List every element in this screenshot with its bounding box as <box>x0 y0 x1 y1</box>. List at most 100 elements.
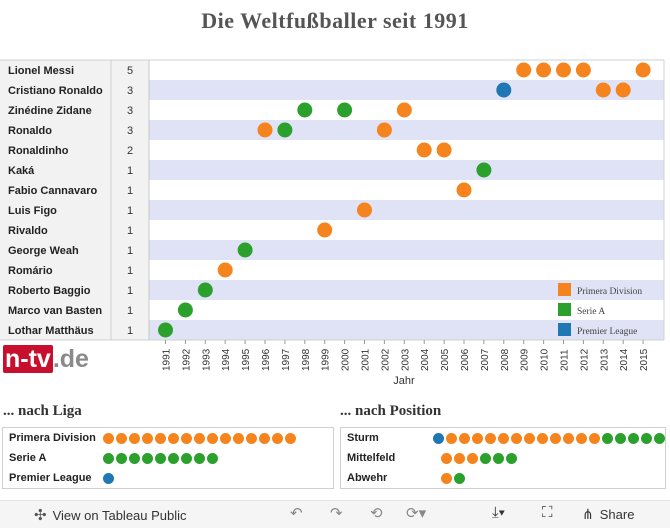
player-count: 1 <box>127 265 133 277</box>
share-button[interactable]: ⋔ Share <box>582 506 635 522</box>
summary-label: Mittelfeld <box>347 452 396 464</box>
summary-dot <box>506 452 517 464</box>
summary-label: Sturm <box>347 432 379 444</box>
redo-icon[interactable]: ↷ <box>330 505 343 522</box>
download-icon[interactable]: ⤓▾ <box>492 504 505 521</box>
legend-swatch <box>558 303 571 316</box>
summary-dot <box>615 432 626 444</box>
refresh-icon[interactable]: ⟳▾ <box>406 505 427 522</box>
page-title: Die Weltfußballer seit 1991 <box>201 8 469 33</box>
view-on-tableau-button[interactable]: ✣ View on Tableau Public <box>34 507 187 524</box>
summary-liga: Primera Division Serie A Premier League <box>2 427 334 489</box>
summary-dot <box>589 432 600 444</box>
x-tick-label: 2005 <box>440 348 451 371</box>
player-count: 1 <box>127 245 133 257</box>
summary-dot <box>233 432 244 444</box>
win-point <box>396 102 412 118</box>
x-tick-label: 2010 <box>540 348 551 371</box>
count-cell-bg <box>111 260 149 280</box>
tableau-icon: ✣ <box>34 507 47 524</box>
summary-dot <box>654 432 665 444</box>
player-count: 1 <box>127 305 133 317</box>
summary-dot <box>550 432 561 444</box>
x-tick-label: 2007 <box>480 348 491 371</box>
name-cell-bg <box>0 280 111 300</box>
name-cell-bg <box>0 260 111 280</box>
player-count: 3 <box>127 125 133 137</box>
summary-row: Sturm <box>341 428 665 448</box>
summary-dots <box>98 452 218 464</box>
summary-dot <box>142 432 153 444</box>
fullscreen-icon[interactable]: ⛶ <box>542 504 553 521</box>
win-point <box>376 122 392 138</box>
win-point <box>317 222 333 238</box>
x-tick-label: 1999 <box>321 348 332 371</box>
summary-dot <box>272 432 283 444</box>
legend-swatch <box>558 323 571 336</box>
legend-label: Serie A <box>577 307 605 317</box>
name-cell-bg <box>0 140 111 160</box>
summary-dot <box>246 432 257 444</box>
chart: Lionel Messi 5 Cristiano Ronaldo 3 Zinédine … <box>0 59 665 387</box>
player-name: Luis Figo <box>8 205 57 217</box>
x-tick-label: 2008 <box>500 348 511 371</box>
summary-dot <box>498 432 509 444</box>
summary-dot <box>207 452 218 464</box>
summary-dot <box>454 472 465 484</box>
summary-dot <box>524 432 535 444</box>
summary-dot <box>103 472 114 484</box>
summary-dot <box>628 432 639 444</box>
count-cell-bg <box>111 160 149 180</box>
win-point <box>635 62 651 78</box>
summary-dot <box>168 432 179 444</box>
win-point <box>297 102 313 118</box>
row-band <box>149 320 664 340</box>
x-tick-label: 1992 <box>181 348 192 371</box>
player-count: 5 <box>127 65 133 77</box>
summary-position: Sturm Mittelfeld Abwehr <box>340 427 666 489</box>
summary-dot <box>493 452 504 464</box>
summary-dot <box>103 452 114 464</box>
summary-label: Abwehr <box>347 472 388 484</box>
summary-dot <box>480 452 491 464</box>
name-cell-bg <box>0 220 111 240</box>
summary-dot <box>511 432 522 444</box>
player-name: Kaká <box>8 165 35 177</box>
player-name: Lionel Messi <box>8 65 74 77</box>
summary-dots <box>98 472 114 484</box>
undo-icon[interactable]: ↶ <box>290 505 303 522</box>
share-icon: ⋔ <box>582 506 594 522</box>
player-name: Zinédine Zidane <box>8 105 92 117</box>
x-tick-label: 1997 <box>281 348 292 371</box>
player-name: Cristiano Ronaldo <box>8 85 103 97</box>
summary-dot <box>459 432 470 444</box>
summary-dot <box>467 452 478 464</box>
player-count: 3 <box>127 105 133 117</box>
revert-icon[interactable]: ⟲ <box>370 505 383 522</box>
win-point <box>595 82 611 98</box>
tableau-toolbar: ✣ View on Tableau Public ↶ ↷ ⟲ ⟳▾ ⤓▾ ⛶ ⋔… <box>0 500 670 528</box>
player-count: 1 <box>127 205 133 217</box>
summary-label: Primera Division <box>9 432 96 444</box>
x-tick-label: 2004 <box>420 348 431 371</box>
player-name: Lothar Matthäus <box>8 325 94 337</box>
row-band <box>149 240 664 260</box>
name-cell-bg <box>0 200 111 220</box>
win-point <box>237 242 253 258</box>
summary-dot <box>576 432 587 444</box>
summary-dot <box>116 432 127 444</box>
summary-dot <box>602 432 613 444</box>
summary-dot <box>441 472 452 484</box>
summary-position-title: ... nach Position <box>340 403 442 419</box>
summary-row: Primera Division <box>3 428 333 448</box>
summary-liga-title: ... nach Liga <box>3 403 82 419</box>
player-name: Romário <box>8 265 53 277</box>
name-cell-bg <box>0 80 111 100</box>
x-tick-label: 1998 <box>301 348 312 371</box>
count-cell-bg <box>111 120 149 140</box>
player-name: Fabio Cannavaro <box>8 185 98 197</box>
win-point <box>615 82 631 98</box>
summary-dot <box>155 452 166 464</box>
player-count: 1 <box>127 285 133 297</box>
player-name: Ronaldo <box>8 125 52 137</box>
